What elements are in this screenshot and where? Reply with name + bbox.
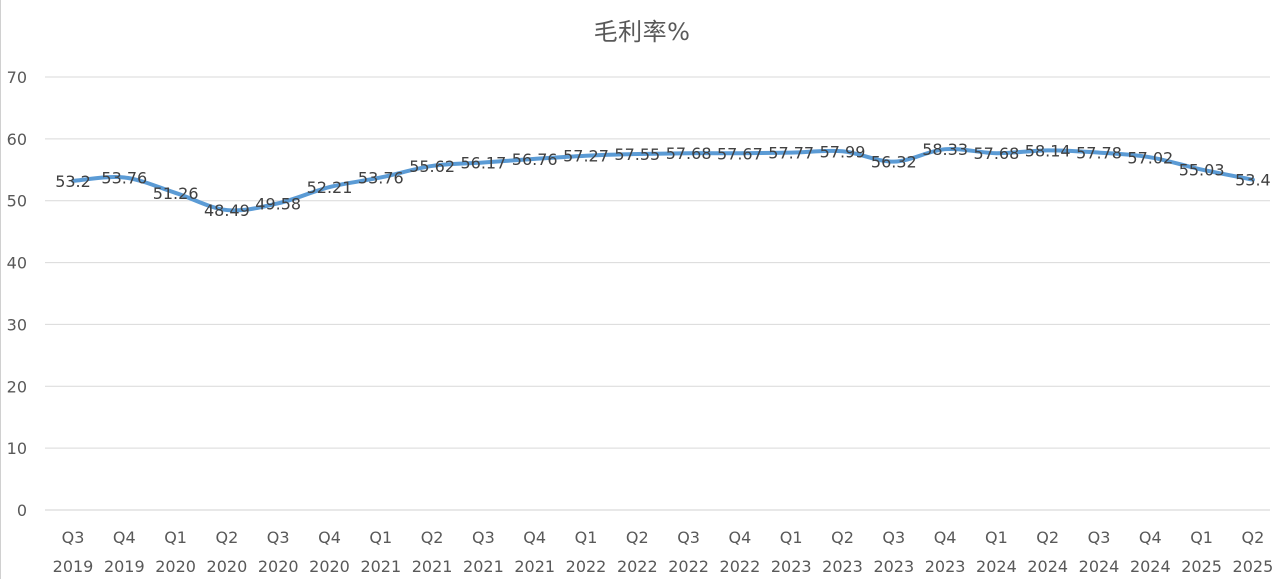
chart-title: 毛利率%	[593, 18, 691, 46]
x-tick-label-year: 2019	[104, 557, 145, 576]
y-tick-label: 70	[7, 68, 27, 87]
data-label: 53.76	[358, 168, 404, 187]
data-label: 58.14	[1025, 141, 1071, 160]
x-tick-label: Q1	[985, 528, 1008, 547]
data-label: 57.77	[768, 144, 814, 163]
x-tick-label-year: 2020	[207, 557, 248, 576]
data-label: 56.76	[512, 150, 558, 169]
data-label: 58.33	[922, 140, 968, 159]
y-tick-label: 50	[7, 192, 27, 211]
x-tick-label: Q4	[113, 528, 136, 547]
y-tick-label: 40	[7, 254, 27, 273]
x-tick-label-year: 2022	[566, 557, 607, 576]
x-tick-label: Q1	[164, 528, 187, 547]
data-label: 48.49	[204, 201, 250, 220]
data-label: 57.67	[717, 144, 763, 163]
series-line	[71, 146, 1255, 213]
x-tick-label-year: 2023	[771, 557, 812, 576]
x-tick-label-year: 2020	[155, 557, 196, 576]
x-tick-label: Q4	[318, 528, 341, 547]
x-tick-label: Q3	[62, 528, 85, 547]
x-tick-label-year: 2025	[1233, 557, 1274, 576]
x-tick-label-year: 2022	[720, 557, 761, 576]
x-tick-label: Q4	[1139, 528, 1162, 547]
x-tick-label: Q3	[472, 528, 495, 547]
y-tick-label: 10	[7, 439, 27, 458]
x-tick-label-year: 2021	[514, 557, 555, 576]
data-label: 57.78	[1076, 144, 1122, 163]
x-tick-label-year: 2023	[925, 557, 966, 576]
x-tick-label: Q2	[216, 528, 239, 547]
x-tick-label-year: 2020	[309, 557, 350, 576]
y-tick-label: 0	[17, 501, 27, 520]
data-label: 56.17	[460, 154, 506, 173]
x-tick-label: Q3	[677, 528, 700, 547]
data-label: 52.21	[307, 178, 353, 197]
y-tick-label: 30	[7, 315, 27, 334]
x-tick-label-year: 2019	[53, 557, 94, 576]
data-label: 57.99	[820, 142, 866, 161]
y-tick-label: 60	[7, 130, 27, 149]
x-tick-label-year: 2022	[617, 557, 658, 576]
x-tick-label-year: 2023	[822, 557, 863, 576]
data-label: 49.58	[255, 194, 301, 213]
data-label: 51.26	[153, 184, 199, 203]
x-tick-label: Q4	[934, 528, 957, 547]
x-tick-label-year: 2024	[1079, 557, 1120, 576]
x-tick-label: Q3	[267, 528, 290, 547]
x-tick-label: Q3	[882, 528, 905, 547]
x-tick-label: Q4	[523, 528, 546, 547]
x-tick-label-year: 2025	[1181, 557, 1222, 576]
data-label: 57.02	[1127, 148, 1173, 167]
x-tick-label: Q1	[369, 528, 392, 547]
x-tick-label: Q1	[575, 528, 598, 547]
x-tick-label-year: 2023	[873, 557, 914, 576]
data-label: 57.68	[666, 144, 712, 163]
x-tick-label-year: 2022	[668, 557, 709, 576]
x-tick-label: Q2	[1036, 528, 1059, 547]
data-label: 55.03	[1179, 161, 1225, 180]
x-tick-label: Q2	[1242, 528, 1265, 547]
data-label: 53.76	[101, 168, 147, 187]
data-label: 56.32	[871, 153, 917, 172]
y-tick-label: 20	[7, 377, 27, 396]
data-label: 57.68	[973, 144, 1019, 163]
x-tick-label: Q2	[421, 528, 444, 547]
data-label: 53.2	[55, 172, 91, 191]
x-tick-label-year: 2021	[412, 557, 453, 576]
data-label: 55.62	[409, 157, 455, 176]
x-tick-label: Q2	[626, 528, 649, 547]
data-label: 57.27	[563, 147, 609, 166]
x-tick-label-year: 2021	[360, 557, 401, 576]
x-tick-label-year: 2024	[1130, 557, 1171, 576]
x-tick-label: Q3	[1088, 528, 1111, 547]
data-label: 53.4	[1235, 171, 1271, 190]
x-tick-label-year: 2024	[976, 557, 1017, 576]
data-label: 57.55	[614, 145, 660, 164]
x-tick-label-year: 2020	[258, 557, 299, 576]
x-tick-label: Q2	[831, 528, 854, 547]
x-tick-label: Q4	[729, 528, 752, 547]
x-tick-label: Q1	[780, 528, 803, 547]
x-tick-label: Q1	[1190, 528, 1213, 547]
x-tick-label-year: 2021	[463, 557, 504, 576]
x-tick-label-year: 2024	[1027, 557, 1068, 576]
